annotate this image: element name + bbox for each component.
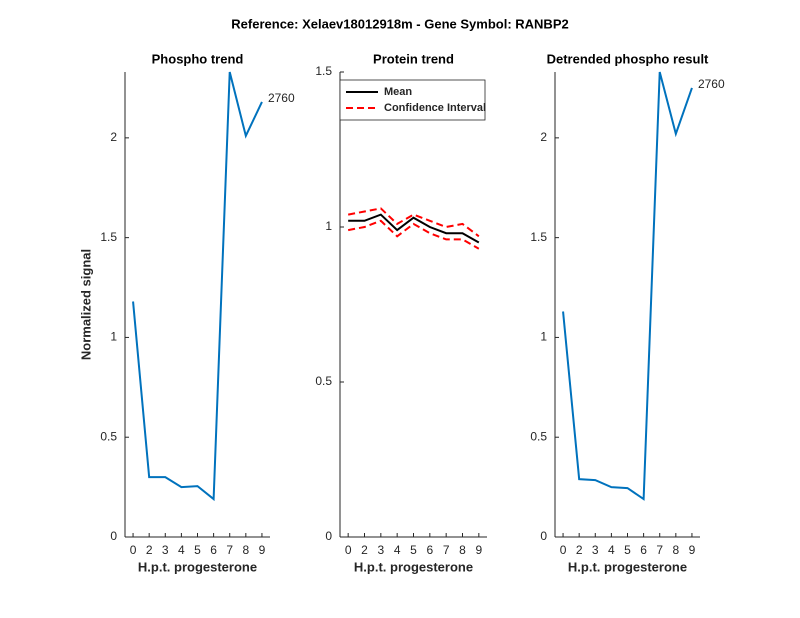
legend-label: Mean	[384, 86, 412, 98]
x-tick-label: 2	[576, 543, 583, 557]
y-tick-label: 1	[110, 330, 117, 344]
y-tick-label: 0	[110, 529, 117, 543]
x-tick-label: 6	[210, 543, 217, 557]
chart-title: Protein trend	[373, 51, 454, 66]
x-tick-label: 0	[130, 543, 137, 557]
x-tick-label: 9	[259, 543, 266, 557]
x-tick-label: 4	[608, 543, 615, 557]
annotation: 2760	[268, 91, 295, 105]
x-tick-label: 4	[178, 543, 185, 557]
y-tick-label: 0	[325, 529, 332, 543]
x-tick-label: 9	[689, 543, 696, 557]
x-tick-label: 8	[459, 543, 466, 557]
x-tick-label: 7	[443, 543, 450, 557]
y-tick-label: 2	[110, 130, 117, 144]
x-tick-label: 9	[475, 543, 482, 557]
annotation: 2760	[698, 77, 725, 91]
y-axis-label: Normalized signal	[78, 249, 93, 360]
x-tick-label: 5	[194, 543, 201, 557]
y-tick-label: 0.5	[315, 374, 332, 388]
x-tick-label: 8	[672, 543, 679, 557]
line	[132, 71, 263, 502]
chart-title: Detrended phospho result	[547, 51, 709, 66]
line	[562, 71, 693, 501]
line	[347, 207, 480, 238]
x-tick-label: 6	[640, 543, 647, 557]
chart-title: Phospho trend	[152, 51, 244, 66]
line	[347, 219, 480, 250]
x-tick-label: 5	[410, 543, 417, 557]
y-tick-label: 1.5	[315, 64, 332, 78]
x-tick-label: 8	[242, 543, 249, 557]
legend-box	[339, 79, 486, 121]
x-axis-label: H.p.t. progesterone	[568, 559, 687, 574]
x-tick-label: 4	[394, 543, 401, 557]
y-tick-label: 0.5	[530, 429, 547, 443]
figure-title: Reference: Xelaev18012918m - Gene Symbol…	[231, 16, 568, 31]
x-tick-label: 3	[377, 543, 384, 557]
x-axis-label: H.p.t. progesterone	[138, 559, 257, 574]
x-tick-label: 3	[592, 543, 599, 557]
x-tick-label: 7	[656, 543, 663, 557]
y-tick-label: 0.5	[100, 429, 117, 443]
x-tick-label: 0	[345, 543, 352, 557]
y-tick-label: 1.5	[100, 230, 117, 244]
line	[348, 213, 480, 244]
x-tick-label: 3	[162, 543, 169, 557]
legend-label: Confidence Interval	[384, 102, 486, 114]
y-tick-label: 2	[540, 130, 547, 144]
y-tick-label: 0	[540, 529, 547, 543]
x-tick-label: 5	[624, 543, 631, 557]
y-tick-label: 1.5	[530, 230, 547, 244]
x-axis-label: H.p.t. progesterone	[354, 559, 473, 574]
y-tick-label: 1	[325, 219, 332, 233]
x-tick-label: 2	[146, 543, 153, 557]
x-tick-label: 0	[560, 543, 567, 557]
x-tick-label: 7	[226, 543, 233, 557]
x-tick-label: 2	[361, 543, 368, 557]
x-tick-label: 6	[426, 543, 433, 557]
y-tick-label: 1	[540, 330, 547, 344]
